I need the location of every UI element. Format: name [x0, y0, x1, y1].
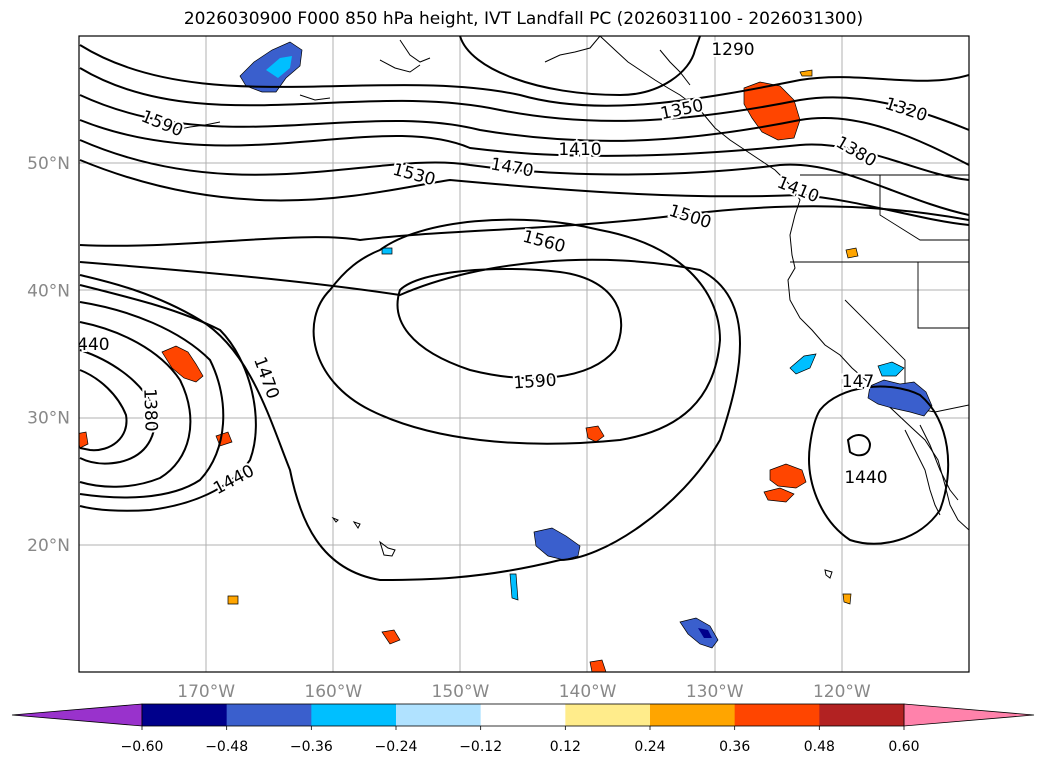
colorbar-tick-label: 0.48: [804, 739, 835, 755]
ivt-positive-region: [845, 247, 859, 259]
ivt-positive-region: [799, 69, 813, 77]
colorbar-segment: [311, 704, 397, 726]
y-tick-label: 50°N: [27, 154, 70, 174]
colorbar-segment: [480, 704, 566, 726]
contour-label: 1590: [513, 371, 558, 394]
gridlines: [79, 36, 969, 672]
colorbar-tick-label: −0.36: [290, 739, 333, 755]
colorbar-tick-label: 0.60: [888, 739, 919, 755]
contour-label: 1440: [844, 468, 887, 488]
y-tick-label: 30°N: [27, 409, 70, 429]
ivt-negative-region: [381, 247, 393, 255]
map-area: [79, 36, 969, 672]
x-tick-label: 120°W: [813, 682, 871, 702]
colorbar-tick-label: −0.24: [375, 739, 418, 755]
colorbar-tick-label: 0.36: [719, 739, 750, 755]
x-tick-label: 160°W: [304, 682, 362, 702]
x-tick-label: 170°W: [177, 682, 235, 702]
ivt-positive-region: [227, 595, 239, 605]
y-tick-labels: 50°N 40°N 30°N 20°N: [27, 154, 70, 556]
contour-label: 1440: [66, 335, 109, 355]
y-tick-label: 20°N: [27, 536, 70, 556]
contour-label: 1290: [711, 40, 754, 60]
colorbar-segment: [396, 704, 482, 726]
colorbar-tick-label: 0.12: [550, 739, 581, 755]
colorbar-segment: [819, 704, 905, 726]
colorbar-segment: [226, 704, 312, 726]
ivt-negative-region: [533, 527, 581, 561]
colorbar-segment: [142, 704, 228, 726]
ivt-positive-region: [842, 593, 852, 605]
colorbar-tick-label: −0.48: [205, 739, 248, 755]
ivt-negative-region: [877, 361, 905, 377]
colorbar-tick-label: 0.24: [634, 739, 665, 755]
contour-label: 1410: [558, 140, 601, 160]
x-tick-label: 150°W: [432, 682, 490, 702]
colorbar-segment: [650, 704, 736, 726]
colorbar-extend-low: [11, 703, 143, 727]
ivt-positive-region: [769, 463, 807, 489]
x-tick-labels: 170°W 160°W 150°W 140°W 130°W 120°W: [177, 682, 871, 702]
ivt-negative-region: [679, 617, 719, 649]
ivt-negative-core: [266, 56, 292, 78]
x-tick-label: 140°W: [559, 682, 617, 702]
figure-title: 2026030900 F000 850 hPa height, IVT Land…: [183, 9, 864, 29]
y-tick-label: 40°N: [27, 281, 70, 301]
coastlines: [174, 36, 969, 579]
ivt-positive-region: [589, 659, 607, 672]
colorbar-tick-label: −0.60: [121, 739, 164, 755]
ivt-positive-region: [585, 425, 605, 443]
colorbar: −0.60 −0.48 −0.36 −0.24 −0.12 0.12 0.24 0.36 0.4…: [11, 703, 1035, 755]
contour-label: 147: [842, 372, 874, 392]
colorbar-outline: [141, 703, 905, 727]
colorbar-tick-label: −0.12: [459, 739, 502, 755]
height-contours: [79, 36, 969, 582]
ivt-negative-core: [698, 628, 712, 638]
x-tick-label: 130°W: [686, 682, 744, 702]
colorbar-segment: [734, 704, 820, 726]
ivt-positive-region: [161, 345, 204, 383]
ivt-positive-region: [763, 487, 795, 503]
contour-label: 1380: [139, 388, 160, 432]
colorbar-segment: [565, 704, 651, 726]
ivt-negative-region: [789, 353, 817, 375]
ivt-negative-region: [867, 379, 933, 417]
ivt-negative-region: [509, 573, 519, 601]
ivt-positive-region: [79, 431, 89, 449]
colorbar-extend-high: [903, 703, 1035, 727]
ivt-shading: [79, 41, 933, 672]
map-frame: [78, 35, 970, 673]
ivt-positive-region: [381, 629, 401, 645]
